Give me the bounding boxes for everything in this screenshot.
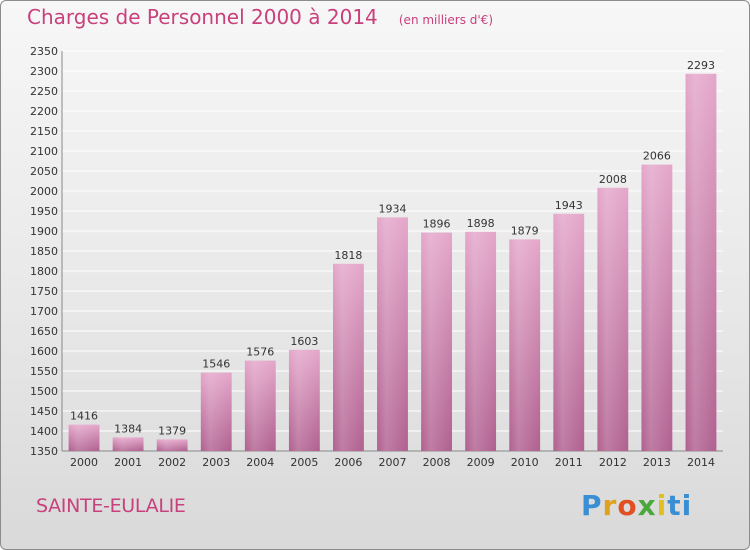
y-tick-label: 2100 [30,145,58,158]
bar-highlight [200,372,232,451]
commune-name: SAINTE-EULALIE [36,495,186,517]
y-tick-label: 1400 [30,425,58,438]
bar-highlight [597,187,629,452]
data-label: 1576 [246,346,274,359]
data-label: 2066 [643,150,671,163]
x-tick-label: 2013 [643,456,671,469]
logo-letter: r [602,489,618,522]
bar-highlight [553,213,585,451]
x-tick-label: 2007 [379,456,407,469]
logo-letter: i [656,489,668,522]
data-label: 2008 [599,173,627,186]
bar-highlight [333,263,364,451]
y-tick-label: 2000 [30,185,58,198]
bar-highlight [465,231,497,451]
x-tick-label: 2004 [246,456,274,469]
data-label: 1603 [290,335,318,348]
bar-highlight [288,349,320,451]
title-row: Charges de Personnel 2000 à 2014 (en mil… [27,5,493,29]
x-tick-label: 2002 [158,456,186,469]
data-label: 1879 [511,224,539,237]
logo-letter: o [617,489,638,522]
bar-highlight [685,73,717,452]
y-tick-label: 2350 [30,45,58,58]
bar-highlight [112,437,144,451]
logo-letter: P [581,489,603,522]
data-label: 1818 [334,249,362,262]
data-label: 1943 [555,199,583,212]
data-label: 1898 [467,217,495,230]
x-tick-label: 2009 [467,456,495,469]
bar-highlight [244,360,276,451]
data-label: 1384 [114,422,142,435]
y-tick-label: 2050 [30,165,58,178]
data-label: 1934 [379,202,407,215]
bar-highlight [509,239,541,451]
data-label: 1379 [158,424,186,437]
data-label: 1896 [423,218,451,231]
y-tick-label: 1600 [30,345,58,358]
y-tick-label: 1850 [30,245,58,258]
x-tick-label: 2003 [202,456,230,469]
x-tick-label: 2008 [423,456,451,469]
bar-highlight [68,424,100,451]
bar-highlight [377,217,408,451]
x-tick-label: 2014 [687,456,715,469]
logo-letter: ti [667,489,693,522]
x-tick-label: 2011 [555,456,583,469]
y-tick-label: 1650 [30,325,58,338]
y-tick-label: 1700 [30,305,58,318]
x-tick-label: 2000 [70,456,98,469]
chart-title: Charges de Personnel 2000 à 2014 [27,5,378,29]
y-tick-label: 1900 [30,225,58,238]
proxiti-logo: Proxiti [581,489,692,522]
y-tick-label: 1550 [30,365,58,378]
y-tick-label: 1450 [30,405,58,418]
y-tick-label: 1950 [30,205,58,218]
x-tick-label: 2005 [290,456,318,469]
y-tick-label: 1800 [30,265,58,278]
logo-letter: x [637,489,657,522]
x-tick-label: 2006 [334,456,362,469]
bar-highlight [156,439,188,451]
y-tick-label: 1750 [30,285,58,298]
y-tick-label: 1350 [30,445,58,458]
y-tick-label: 2150 [30,125,58,138]
y-tick-label: 2200 [30,105,58,118]
chart-subtitle: (en milliers d'€) [398,13,493,27]
y-tick-label: 2250 [30,85,58,98]
x-tick-label: 2001 [114,456,142,469]
x-tick-label: 2010 [511,456,539,469]
data-label: 1416 [70,410,98,423]
y-tick-label: 1500 [30,385,58,398]
x-tick-label: 2012 [599,456,627,469]
bar-highlight [421,232,452,451]
data-label: 1546 [202,358,230,371]
y-tick-label: 2300 [30,65,58,78]
data-label: 2293 [687,59,715,72]
bar-highlight [641,164,673,451]
